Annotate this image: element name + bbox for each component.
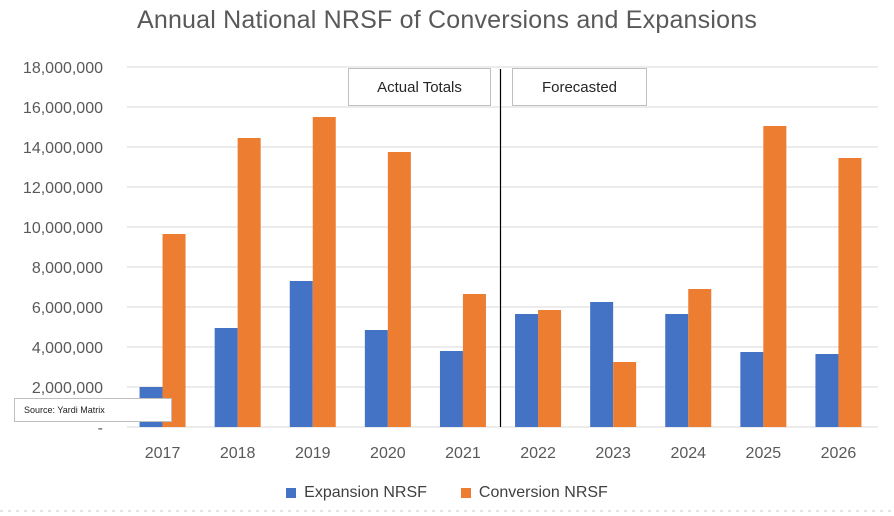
bar-conversion-2020 <box>387 152 411 427</box>
x-tick-label: 2024 <box>670 445 706 462</box>
legend-label-expansion: Expansion NRSF <box>304 484 427 501</box>
x-tick-label: 2023 <box>595 445 631 462</box>
forecasted-label: Forecasted <box>512 68 647 106</box>
source-note: Source: Yardi Matrix <box>14 398 172 422</box>
legend-label-conversion: Conversion NRSF <box>478 484 608 501</box>
x-tick-label: 2022 <box>520 445 556 462</box>
bar-conversion-2024 <box>688 289 712 427</box>
y-tick-label: 2,000,000 <box>32 380 103 397</box>
bar-conversion-2017 <box>162 234 186 427</box>
bar-expansion-2021 <box>439 351 463 427</box>
bar-conversion-2025 <box>763 126 787 427</box>
bar-conversion-2018 <box>237 138 261 427</box>
y-tick-label: 10,000,000 <box>23 220 103 237</box>
legend-swatch-expansion <box>286 488 297 498</box>
y-tick-label: 8,000,000 <box>32 260 103 277</box>
x-tick-label: 2026 <box>821 445 857 462</box>
bar-conversion-2021 <box>462 294 486 427</box>
legend: Expansion NRSF Conversion NRSF <box>0 484 894 502</box>
x-tick-label: 2018 <box>220 445 256 462</box>
y-tick-label: 16,000,000 <box>23 100 103 117</box>
y-tick-label: 6,000,000 <box>32 300 103 317</box>
bar-conversion-2019 <box>312 117 336 427</box>
x-tick-label: 2017 <box>145 445 181 462</box>
legend-swatch-conversion <box>460 488 471 498</box>
bar-expansion-2019 <box>289 281 313 427</box>
chart-title: Annual National NRSF of Conversions and … <box>136 6 758 34</box>
x-tick-label: 2020 <box>370 445 406 462</box>
bar-expansion-2023 <box>590 302 614 427</box>
legend-item-conversion: Conversion NRSF <box>460 484 608 502</box>
y-tick-label: 12,000,000 <box>23 180 103 197</box>
legend-item-expansion: Expansion NRSF <box>286 484 427 502</box>
y-tick-label: - <box>98 420 103 437</box>
bar-expansion-2024 <box>665 314 689 427</box>
bar-conversion-2026 <box>838 158 862 427</box>
bar-conversion-2022 <box>538 310 562 427</box>
y-tick-label: 14,000,000 <box>23 140 103 157</box>
bar-conversion-2023 <box>613 362 637 427</box>
bar-expansion-2025 <box>740 352 764 427</box>
bar-expansion-2018 <box>214 328 238 427</box>
divider <box>0 510 894 512</box>
x-tick-label: 2019 <box>295 445 331 462</box>
bar-expansion-2022 <box>515 314 539 427</box>
bar-expansion-2020 <box>364 330 388 427</box>
actual-totals-label: Actual Totals <box>348 68 491 106</box>
y-tick-label: 18,000,000 <box>23 60 103 77</box>
x-tick-label: 2025 <box>746 445 782 462</box>
bar-expansion-2026 <box>815 354 839 427</box>
y-tick-label: 4,000,000 <box>32 340 103 357</box>
x-tick-label: 2021 <box>445 445 481 462</box>
